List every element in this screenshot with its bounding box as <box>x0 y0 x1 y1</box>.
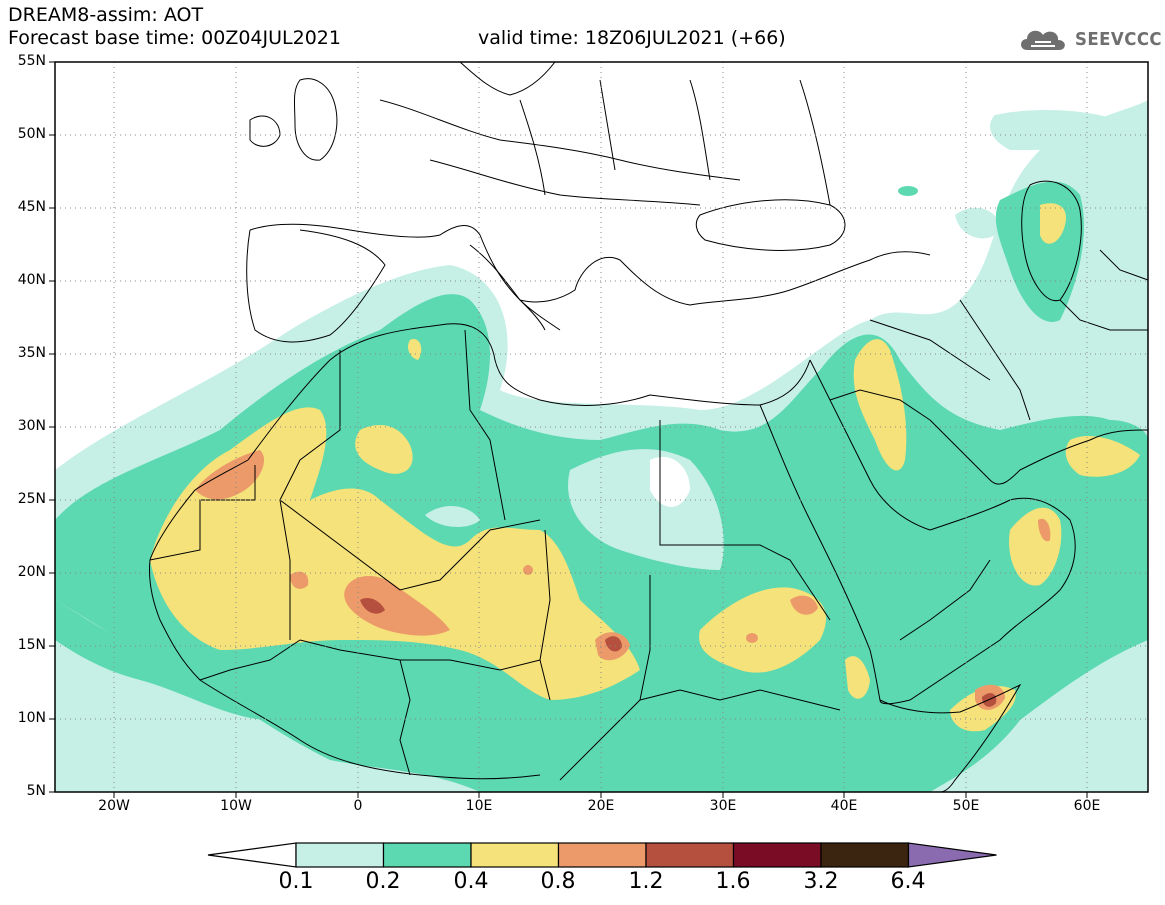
aot-band-1.2 <box>360 598 997 707</box>
colorbar-label: 0.1 <box>278 869 314 894</box>
colorbar-label: 0.4 <box>453 869 489 894</box>
y-tick-label: 5N <box>26 783 46 799</box>
x-tick-label: 10W <box>220 798 252 814</box>
colorbar-segment <box>470 842 560 868</box>
y-tick-label: 50N <box>17 126 46 142</box>
colorbar-label: 1.2 <box>628 869 664 894</box>
colorbar-label: 3.2 <box>803 869 839 894</box>
colorbar-min-arrow <box>207 842 297 868</box>
coastlines <box>149 62 1148 792</box>
aot-band-0.4 <box>150 203 1140 732</box>
colorbar-label: 1.6 <box>715 869 751 894</box>
x-tick-label: 0 <box>353 798 363 814</box>
x-tick-label: 60E <box>1073 798 1101 814</box>
colorbar-segment <box>295 842 385 868</box>
map-title: DREAM8-assim: AOT <box>8 4 204 26</box>
x-tick-label: 20W <box>98 798 130 814</box>
colorbar-segment <box>382 842 472 868</box>
y-tick-label: 15N <box>17 637 46 653</box>
x-tick-label: 10E <box>465 798 493 814</box>
y-tick-label: 20N <box>17 564 46 580</box>
valid-time: valid time: 18Z06JUL2021 (+66) <box>478 27 786 49</box>
colorbar-label: 0.8 <box>540 869 576 894</box>
map-grid <box>55 62 1148 792</box>
y-tick-label: 30N <box>17 418 46 434</box>
axis-ticks <box>49 61 1088 798</box>
x-tick-label: 50E <box>952 798 980 814</box>
x-tick-label: 30E <box>709 798 737 814</box>
forecast-base-time: Forecast base time: 00Z04JUL2021 <box>8 27 341 49</box>
y-tick-label: 45N <box>17 199 46 215</box>
colorbar-label: 6.4 <box>890 869 926 894</box>
colorbar-segment <box>645 842 735 868</box>
colorbar-segment <box>557 842 647 868</box>
x-tick-label: 40E <box>830 798 858 814</box>
x-tick-label: 20E <box>587 798 615 814</box>
aot-band-0.8 <box>195 450 1051 710</box>
colorbar-segment <box>820 842 910 868</box>
y-tick-label: 25N <box>17 491 46 507</box>
cloud-icon <box>1021 30 1065 50</box>
colorbar-max-arrow <box>907 842 997 868</box>
y-tick-label: 55N <box>17 53 46 69</box>
y-tick-label: 10N <box>17 710 46 726</box>
logo-text: SEEVCCC <box>1075 28 1163 50</box>
y-tick-label: 35N <box>17 345 46 361</box>
y-tick-label: 40N <box>17 272 46 288</box>
seevccc-logo: SEEVCCC <box>1017 23 1165 55</box>
colorbar-label: 0.2 <box>365 869 401 894</box>
colorbar-segment <box>732 842 822 868</box>
